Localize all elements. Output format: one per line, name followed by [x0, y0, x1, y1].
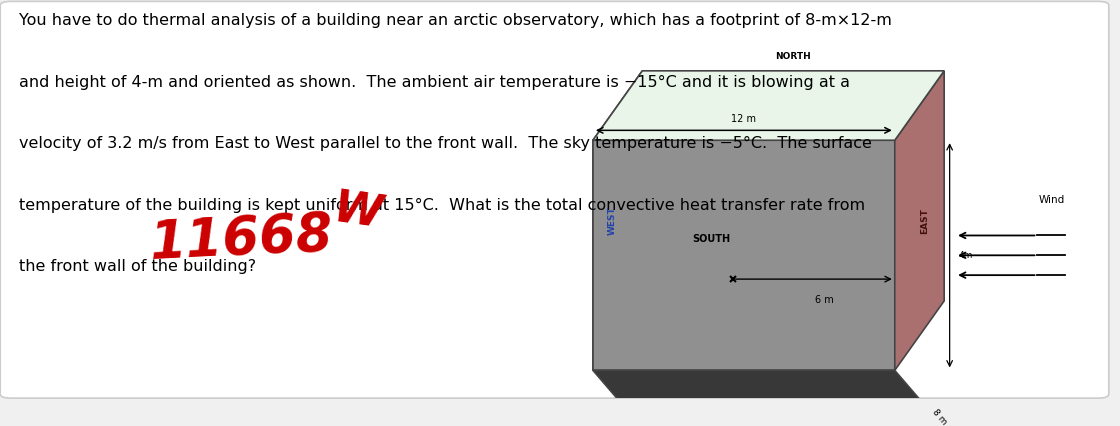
Text: 8 m: 8 m [931, 407, 949, 426]
Polygon shape [592, 140, 895, 370]
Text: NORTH: NORTH [775, 52, 811, 61]
Text: temperature of the building is kept uniform at 15°C.  What is the total convecti: temperature of the building is kept unif… [19, 198, 865, 213]
Text: WEST: WEST [608, 206, 617, 235]
Polygon shape [895, 71, 944, 370]
Polygon shape [592, 370, 944, 426]
Text: Wind: Wind [1038, 195, 1065, 205]
Text: W: W [329, 187, 384, 236]
Text: You have to do thermal analysis of a building near an arctic observatory, which : You have to do thermal analysis of a bui… [19, 13, 892, 28]
Text: SOUTH: SOUTH [692, 234, 730, 245]
Text: the front wall of the building?: the front wall of the building? [19, 259, 256, 274]
FancyBboxPatch shape [0, 1, 1109, 398]
Text: 4m: 4m [959, 251, 973, 260]
Text: and height of 4-m and oriented as shown.  The ambient air temperature is −15°C a: and height of 4-m and oriented as shown.… [19, 75, 850, 90]
Text: 12 m: 12 m [731, 114, 756, 124]
Polygon shape [592, 71, 944, 140]
Text: EAST: EAST [921, 207, 930, 233]
Text: 11668: 11668 [149, 209, 335, 270]
Polygon shape [592, 71, 643, 370]
Text: 6 m: 6 m [815, 295, 834, 305]
Text: velocity of 3.2 m/s from East to West parallel to the front wall.  The sky tempe: velocity of 3.2 m/s from East to West pa… [19, 136, 871, 151]
